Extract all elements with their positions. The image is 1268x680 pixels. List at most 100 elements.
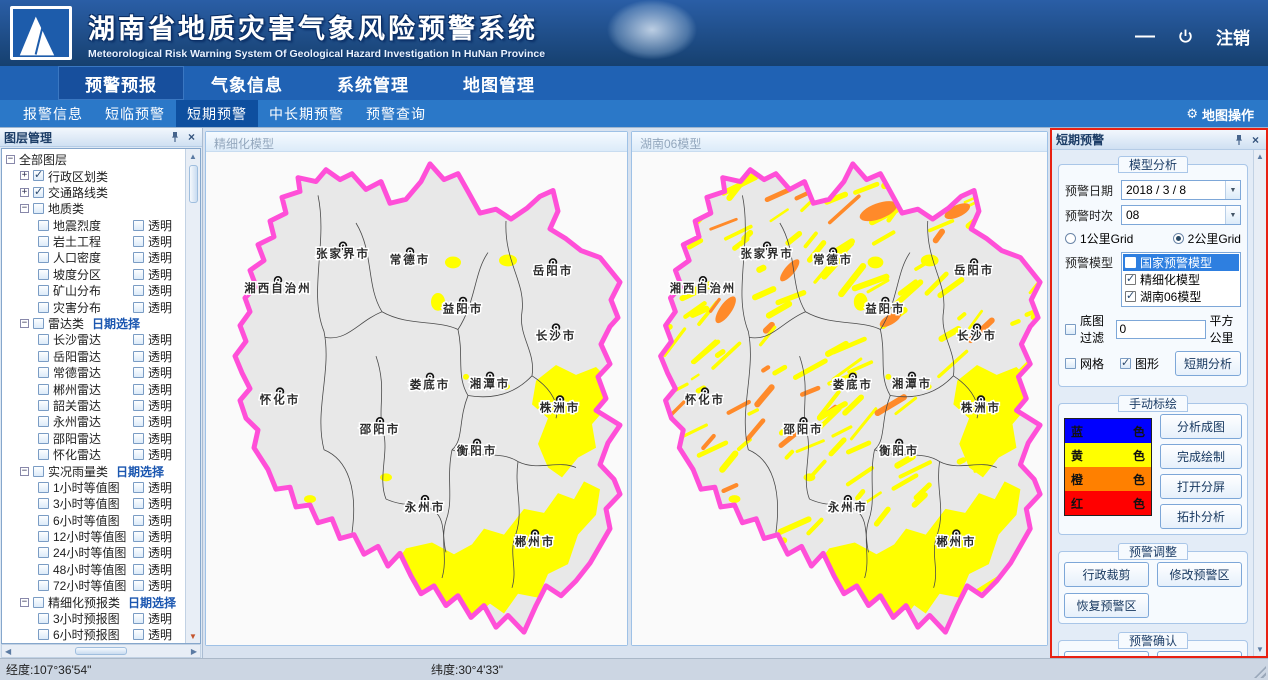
layer-label[interactable]: 3小时预报图 bbox=[53, 612, 120, 627]
tree-expand-toggle[interactable]: + bbox=[20, 170, 29, 181]
warning-time-combobox[interactable]: 08 ▼ bbox=[1121, 205, 1241, 225]
layer-checkbox[interactable] bbox=[38, 449, 49, 461]
tree-leaf[interactable]: 人口密度 透明 bbox=[6, 250, 185, 266]
transparent-checkbox[interactable] bbox=[133, 285, 144, 297]
transparent-checkbox[interactable] bbox=[133, 580, 144, 592]
layer-checkbox[interactable] bbox=[38, 219, 49, 231]
layer-label[interactable]: 坡度分区 bbox=[53, 267, 102, 282]
layer-group-checkbox[interactable] bbox=[33, 168, 44, 182]
transparent-checkbox[interactable] bbox=[133, 547, 144, 559]
base-filter-checkbox[interactable] bbox=[1065, 323, 1076, 335]
submenu-item-短临预警[interactable]: 短临预警 bbox=[105, 105, 165, 122]
menu-item-预警预报[interactable]: 预警预报 bbox=[58, 66, 184, 100]
short-term-analysis-button[interactable]: 短期分析 bbox=[1174, 351, 1241, 376]
layer-checkbox[interactable] bbox=[38, 399, 49, 411]
layer-label[interactable]: 24小时等值图 bbox=[53, 546, 127, 561]
layer-label[interactable]: 3小时等值图 bbox=[53, 497, 120, 512]
scroll-up-icon[interactable]: ▲ bbox=[189, 151, 197, 161]
layer-label[interactable]: 48小时等值图 bbox=[53, 562, 127, 577]
scroll-up-icon[interactable]: ▲ bbox=[1256, 152, 1264, 161]
transparent-checkbox[interactable] bbox=[133, 367, 144, 379]
transparent-checkbox[interactable] bbox=[133, 350, 144, 362]
layer-label[interactable]: 怀化雷达 bbox=[53, 448, 102, 463]
transparent-checkbox[interactable] bbox=[133, 236, 144, 248]
button-绘图区确认[interactable]: 绘图区确认 bbox=[1064, 651, 1149, 656]
date-select-link[interactable]: 日期选择 bbox=[92, 317, 141, 332]
map-viewport[interactable]: 张家界市 常德市 岳阳市 湘西自治州 益阳市 长沙市 娄底市 湘潭市 怀化市 株洲市 邵阳市 衡阳市永… bbox=[206, 152, 627, 645]
transparent-checkbox[interactable] bbox=[133, 383, 144, 395]
layer-group-label[interactable]: 实况雨量类 bbox=[48, 464, 109, 479]
tree-leaf[interactable]: 1小时等值图 透明 bbox=[6, 479, 185, 495]
tree-vertical-scrollbar[interactable]: ▲ ▼ bbox=[185, 149, 200, 644]
layer-label[interactable]: 1小时等值图 bbox=[53, 480, 120, 495]
transparent-checkbox[interactable] bbox=[133, 416, 144, 428]
layer-checkbox[interactable] bbox=[38, 301, 49, 313]
shape-checkbox[interactable] bbox=[1119, 356, 1131, 369]
layer-checkbox[interactable] bbox=[38, 416, 49, 428]
pin-icon[interactable] bbox=[168, 131, 181, 144]
tree-leaf[interactable]: 郴州雷达 透明 bbox=[6, 381, 185, 397]
transparent-checkbox[interactable] bbox=[133, 498, 144, 510]
layer-checkbox[interactable] bbox=[38, 334, 49, 346]
tree-root-label[interactable]: 全部图层 bbox=[19, 153, 68, 168]
menu-item-地图管理[interactable]: 地图管理 bbox=[463, 75, 535, 95]
pin-icon[interactable] bbox=[1232, 133, 1245, 146]
scroll-down-icon[interactable]: ▼ bbox=[1256, 645, 1264, 654]
layer-label[interactable]: 12小时等值图 bbox=[53, 530, 127, 545]
transparent-checkbox[interactable] bbox=[133, 432, 144, 444]
model-checkbox[interactable] bbox=[1125, 257, 1136, 268]
tree-leaf[interactable]: 岩土工程 透明 bbox=[6, 233, 185, 249]
layer-label[interactable]: 岩土工程 bbox=[53, 235, 102, 250]
tree-root[interactable]: − 全部图层 bbox=[6, 151, 185, 167]
button-完成绘制[interactable]: 完成绘制 bbox=[1160, 444, 1242, 469]
layer-group-checkbox[interactable] bbox=[33, 465, 44, 477]
submenu-item-报警信息[interactable]: 报警信息 bbox=[23, 105, 83, 122]
date-select-link[interactable]: 日期选择 bbox=[128, 595, 177, 610]
layer-checkbox[interactable] bbox=[38, 481, 49, 493]
transparent-checkbox[interactable] bbox=[133, 399, 144, 411]
chevron-down-icon[interactable]: ▼ bbox=[1225, 181, 1240, 199]
button-行政裁剪[interactable]: 行政裁剪 bbox=[1064, 562, 1149, 587]
layer-label[interactable]: 地震烈度 bbox=[53, 218, 102, 233]
layer-label[interactable]: 岳阳雷达 bbox=[53, 349, 102, 364]
radio-icon[interactable] bbox=[1065, 233, 1076, 244]
tree-leaf[interactable]: 坡度分区 透明 bbox=[6, 266, 185, 282]
filter-area-input[interactable] bbox=[1115, 319, 1206, 339]
layer-group-checkbox[interactable] bbox=[33, 185, 44, 198]
tree-leaf[interactable]: 邵阳雷达 透明 bbox=[6, 430, 185, 446]
tree-expand-toggle[interactable]: − bbox=[20, 596, 29, 607]
layer-checkbox[interactable] bbox=[38, 498, 49, 510]
close-icon[interactable]: × bbox=[1251, 132, 1259, 147]
tree-leaf[interactable]: 6小时等值图 透明 bbox=[6, 512, 185, 528]
transparent-checkbox[interactable] bbox=[133, 219, 144, 231]
warning-vertical-scrollbar[interactable]: ▲ ▼ bbox=[1253, 150, 1266, 656]
layer-checkbox[interactable] bbox=[38, 268, 49, 280]
layer-group-label[interactable]: 交通路线类 bbox=[48, 185, 109, 200]
button-修改预警区[interactable]: 修改预警区 bbox=[1157, 562, 1242, 587]
tree-expand-toggle[interactable]: − bbox=[20, 318, 29, 328]
tree-leaf[interactable]: 韶关雷达 透明 bbox=[6, 397, 185, 413]
tree-group[interactable]: + 行政区划类 bbox=[6, 168, 185, 184]
tree-expand-toggle[interactable]: + bbox=[20, 186, 29, 197]
scroll-thumb[interactable] bbox=[188, 165, 198, 204]
tree-leaf[interactable]: 12小时等值图 透明 bbox=[6, 528, 185, 544]
tree-expand-toggle[interactable]: − bbox=[6, 154, 15, 165]
layer-group-label[interactable]: 精细化预报类 bbox=[48, 595, 121, 610]
submenu-item-短期预警[interactable]: 短期预警 bbox=[176, 100, 258, 127]
scroll-down-icon[interactable]: ▼ bbox=[189, 631, 197, 641]
layer-label[interactable]: 12小时预报图 bbox=[53, 643, 133, 644]
resize-grip[interactable] bbox=[1254, 666, 1266, 678]
tree-group[interactable]: + 交通路线类 bbox=[6, 184, 185, 200]
tree-leaf[interactable]: 3小时等值图 透明 bbox=[6, 496, 185, 512]
map-viewport[interactable]: 张家界市 常德市 岳阳市 湘西自治州 益阳市 长沙市 娄底市 湘潭市 怀化市 株洲市 邵阳市 衡阳市永… bbox=[632, 152, 1047, 645]
tree-leaf[interactable]: 灾害分布 透明 bbox=[6, 299, 185, 315]
tree-group[interactable]: − 地质类 bbox=[6, 201, 185, 217]
tree-group[interactable]: − 精细化预报类 日期选择 bbox=[6, 594, 185, 610]
close-icon[interactable]: × bbox=[187, 130, 195, 145]
layer-group-checkbox[interactable] bbox=[33, 596, 44, 608]
button-拓扑分析[interactable]: 拓扑分析 bbox=[1160, 504, 1242, 529]
layer-label[interactable]: 长沙雷达 bbox=[53, 333, 102, 348]
layer-group-checkbox[interactable] bbox=[33, 203, 44, 215]
layer-checkbox[interactable] bbox=[38, 563, 49, 575]
